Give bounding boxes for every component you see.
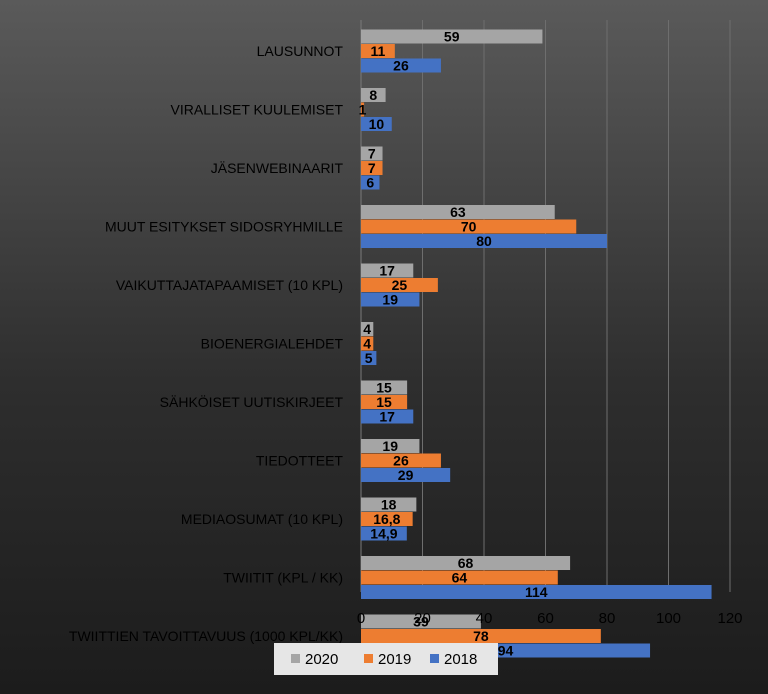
bar <box>361 629 601 643</box>
data-label: 19 <box>382 438 398 454</box>
bar <box>361 219 577 234</box>
x-tick-label: 100 <box>656 610 681 627</box>
x-tick-label: 80 <box>599 610 616 627</box>
legend-background <box>274 643 498 675</box>
category-label: TWIITIT (KPL / KK) <box>223 570 343 586</box>
x-tick-label: 20 <box>414 610 431 627</box>
bar <box>361 570 558 585</box>
data-label: 59 <box>444 29 460 45</box>
data-label: 78 <box>473 628 489 644</box>
data-label: 63 <box>450 204 466 220</box>
legend-label: 2019 <box>378 651 411 668</box>
bar <box>361 88 386 102</box>
category-label: VAIKUTTAJATAPAAMISET (10 KPL) <box>116 277 343 293</box>
bar <box>361 322 374 336</box>
category-label: BIOENERGIALEHDET <box>201 336 344 352</box>
data-label: 7 <box>368 146 376 162</box>
data-label: 14,9 <box>370 526 397 542</box>
data-label: 7 <box>368 160 376 176</box>
bar <box>361 278 438 292</box>
data-label: 17 <box>379 263 395 279</box>
bar <box>361 292 420 307</box>
x-tick-label: 60 <box>537 610 554 627</box>
bar <box>361 497 417 512</box>
data-label: 11 <box>371 43 386 59</box>
data-label: 19 <box>382 292 398 308</box>
category-label: MEDIAOSUMAT (10 KPL) <box>181 511 343 527</box>
bar <box>361 29 543 44</box>
data-label: 5 <box>365 350 373 366</box>
bar <box>361 468 451 482</box>
data-label: 114 <box>525 584 548 600</box>
data-label: 16,8 <box>373 511 400 527</box>
bar <box>361 512 413 526</box>
legend: 2020 2019 2018 <box>274 643 498 675</box>
bar <box>361 44 395 58</box>
x-tick-label: 120 <box>717 610 742 627</box>
data-label: 4 <box>363 321 371 337</box>
bar <box>361 234 607 248</box>
bar <box>361 161 383 175</box>
category-label: VIRALLISET KUULEMISET <box>171 102 344 118</box>
data-label: 17 <box>379 409 395 425</box>
data-label: 1 <box>359 102 367 118</box>
data-label: 25 <box>392 277 408 293</box>
data-label: 15 <box>376 380 392 396</box>
bar <box>361 351 377 365</box>
category-label: LAUSUNNOT <box>257 43 344 59</box>
data-label: 18 <box>381 497 397 513</box>
data-label: 4 <box>363 336 371 352</box>
bar <box>361 409 414 424</box>
bar <box>361 585 712 599</box>
bar <box>361 175 380 190</box>
data-label: 70 <box>461 219 477 235</box>
data-label: 15 <box>376 394 392 410</box>
data-label: 80 <box>476 233 492 249</box>
bar <box>361 526 407 541</box>
data-label: 8 <box>369 87 377 103</box>
data-label: 68 <box>458 555 474 571</box>
bar <box>361 556 571 570</box>
category-label: MUUT ESITYKSET SIDOSRYHMILLE <box>105 219 343 235</box>
bar <box>361 102 365 117</box>
category-label: TIEDOTTEET <box>256 453 344 469</box>
legend-label: 2018 <box>444 651 477 668</box>
legend-label: 2020 <box>305 651 338 668</box>
data-label: 29 <box>398 467 414 483</box>
data-label: 39 <box>413 614 429 630</box>
bar <box>361 453 441 468</box>
category-label: TWIITTIEN TAVOITTAVUUS (1000 KPL/KK) <box>69 628 343 644</box>
bar <box>361 336 374 351</box>
bar <box>361 205 555 219</box>
x-tick-label: 40 <box>476 610 493 627</box>
bar <box>361 439 420 453</box>
bar <box>361 146 383 161</box>
data-label: 64 <box>452 570 468 586</box>
bar <box>361 263 414 278</box>
legend-swatch <box>364 654 373 663</box>
bar <box>361 58 441 73</box>
bar <box>361 117 392 131</box>
x-axis-tick-labels: 0 20 40 60 80 100 120 <box>357 610 743 627</box>
x-tick-label: 0 <box>357 610 365 627</box>
category-label: SÄHKÖISET UUTISKIRJEET <box>160 393 344 410</box>
category-labels: LAUSUNNOT VIRALLISET KUULEMISET JÄSENWEBIN… <box>69 43 344 644</box>
bar <box>361 380 408 395</box>
bar <box>361 614 481 629</box>
data-label: 26 <box>393 453 409 469</box>
data-label: 10 <box>369 116 385 132</box>
category-label: JÄSENWEBINAARIT <box>211 160 344 176</box>
data-label: 26 <box>393 58 409 74</box>
data-label: 6 <box>366 175 374 191</box>
data-label: 94 <box>498 643 514 659</box>
bars: 5911268110776637080172519445151517192629… <box>359 29 712 659</box>
bar <box>361 395 408 409</box>
legend-swatch <box>291 654 300 663</box>
legend-swatch <box>430 654 439 663</box>
